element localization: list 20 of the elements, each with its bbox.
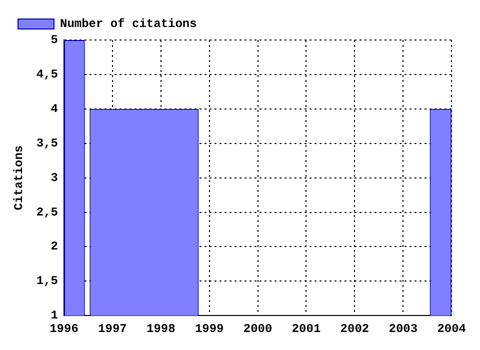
y-tick-label: 4,5	[36, 67, 58, 82]
x-tick-label: 1999	[194, 322, 224, 336]
y-tick-label: 5	[50, 33, 58, 48]
y-tick-label: 3	[50, 170, 58, 185]
y-tick-label: 4	[50, 102, 58, 116]
y-tick-label: 1	[50, 308, 58, 323]
legend-label: Number of citations	[60, 17, 197, 32]
x-tick-label: 2001	[292, 322, 321, 336]
x-tick-label: 2003	[388, 322, 418, 336]
x-tick-label: 1996	[50, 322, 78, 336]
y-tick-label: 1,5	[36, 274, 58, 288]
x-tick-label: 1998	[146, 322, 176, 336]
x-tick-label: 2000	[243, 322, 272, 336]
y-tick-label: 2	[50, 240, 58, 254]
x-tick-label: 2004	[437, 322, 466, 336]
y-axis-title: Citations	[12, 145, 26, 210]
x-tick-label: 1997	[98, 322, 127, 336]
y-tick-label: 2,5	[36, 205, 58, 220]
y-tick-label: 3,5	[36, 136, 58, 150]
x-tick-label: 2002	[340, 322, 370, 336]
